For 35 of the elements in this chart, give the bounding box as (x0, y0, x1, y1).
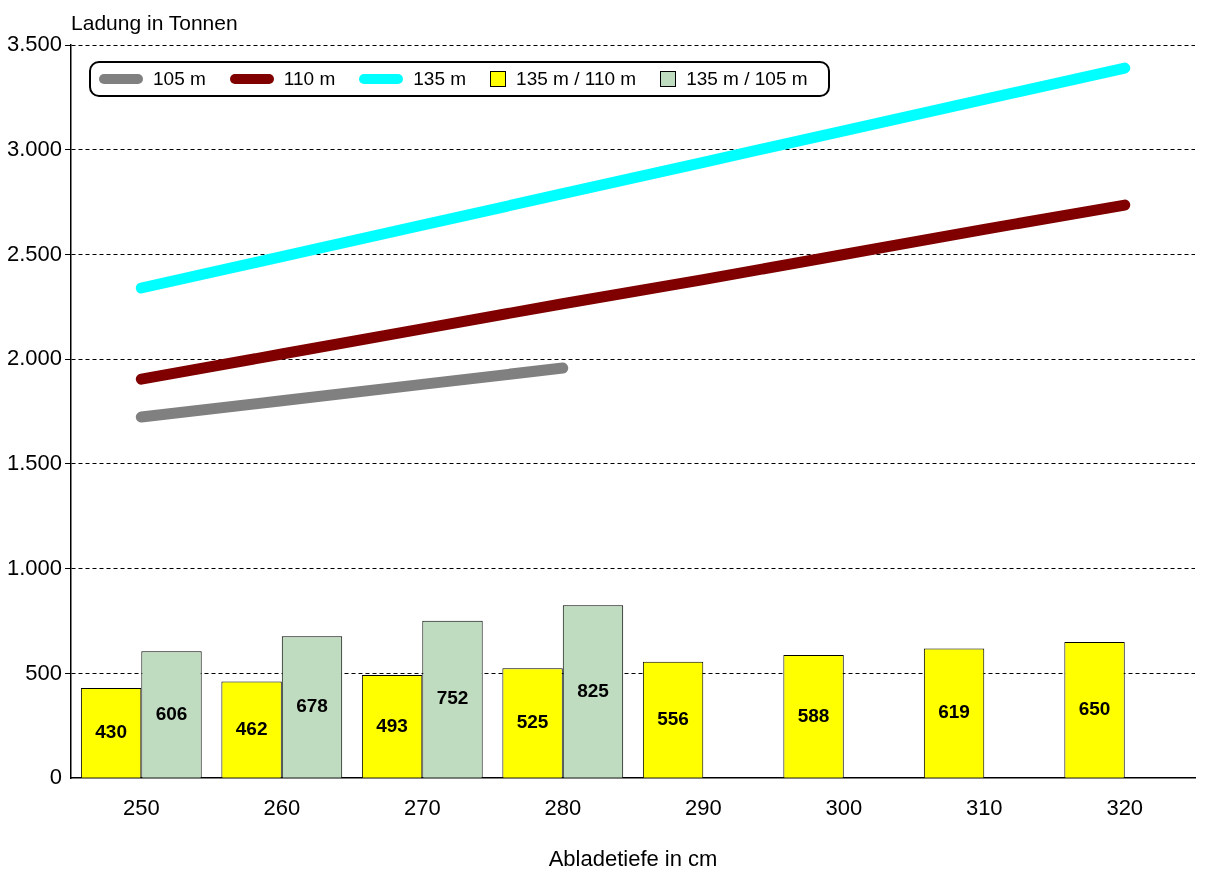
y-tick-label: 3.500 (6, 31, 63, 57)
data-label: 556 (657, 707, 689, 729)
y-tick-label: 3.000 (6, 135, 63, 161)
x-tick-label: 290 (684, 795, 722, 821)
x-tick-label: 270 (403, 795, 441, 821)
y-tick-label: 1.500 (6, 450, 63, 476)
y-tick-label: 2.500 (6, 240, 63, 266)
y-tick-label: 500 (25, 659, 63, 685)
y-axis-title: Ladung in Tonnen (71, 10, 238, 34)
legend-label: 110 m (283, 68, 336, 90)
data-label: 430 (95, 721, 127, 743)
data-label: 606 (155, 702, 188, 724)
x-tick-label: 250 (122, 795, 160, 821)
x-tick-label: 280 (544, 795, 582, 821)
y-tick-label: 2.000 (6, 345, 63, 371)
legend-label: 105 m (153, 68, 206, 90)
data-label: 619 (938, 701, 970, 723)
x-tick-label: 260 (263, 795, 301, 821)
data-label: 493 (376, 714, 408, 736)
y-tick-label: 0 (49, 764, 63, 790)
legend-label: 135 m (413, 68, 467, 90)
data-label: 650 (1078, 698, 1111, 720)
data-label: 462 (235, 717, 268, 739)
x-axis-title: Abladetiefe in cm (548, 845, 718, 871)
data-label: 588 (797, 704, 830, 726)
x-tick-label: 300 (825, 795, 863, 821)
data-label: 678 (296, 695, 328, 717)
legend-label: 135 m / 105 m (686, 68, 808, 90)
x-tick-label: 310 (965, 795, 1003, 821)
y-tick-label: 1.000 (6, 554, 63, 580)
x-tick-label: 320 (1106, 795, 1144, 821)
data-label: 752 (436, 687, 469, 709)
legend-label: 135 m / 110 m (516, 68, 637, 90)
data-label: 525 (516, 711, 549, 733)
data-label: 825 (577, 679, 610, 701)
